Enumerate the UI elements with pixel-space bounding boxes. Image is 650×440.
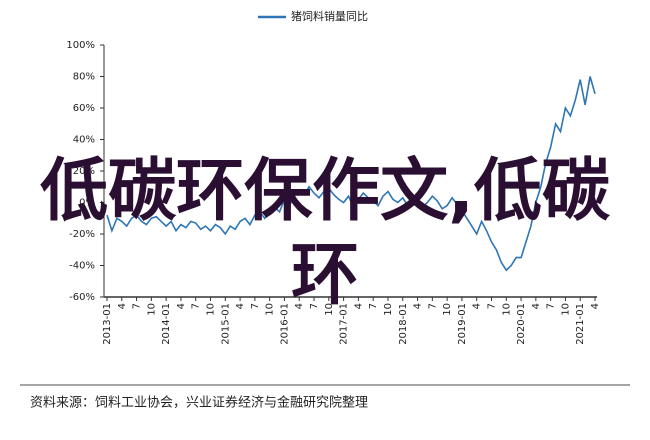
x-tick-label: 2021-01 xyxy=(575,303,586,345)
x-tick-label: 4 xyxy=(353,303,364,309)
x-tick-label: 4 xyxy=(472,303,483,309)
x-tick-label: 7 xyxy=(309,303,320,309)
watermark: 低碳环保作文,低碳环 xyxy=(40,152,610,315)
x-tick-label: 7 xyxy=(132,303,143,309)
x-tick-label: 7 xyxy=(250,303,261,309)
x-tick-label: 4 xyxy=(176,303,187,309)
y-tick-label: 20% xyxy=(73,166,95,177)
x-tick-label: 7 xyxy=(368,303,379,309)
y-tick-label: 80% xyxy=(73,72,95,83)
x-tick-label: 10 xyxy=(501,303,512,316)
y-tick-label: -60% xyxy=(69,292,95,303)
x-tick-label: 7 xyxy=(486,303,497,309)
x-tick-label: 4 xyxy=(413,303,424,309)
x-tick-label: 7 xyxy=(191,303,202,309)
y-tick-label: 0% xyxy=(79,198,95,209)
x-tick-label: 10 xyxy=(265,303,276,316)
x-tick-label: 2018-01 xyxy=(398,303,409,345)
x-tick-label: 4 xyxy=(235,303,246,309)
x-tick-label: 2015-01 xyxy=(220,303,231,345)
legend-label: 猪饲料销量同比 xyxy=(291,9,368,23)
x-tick-label: 2020-01 xyxy=(516,303,527,345)
source-note: 资料来源：饲料工业协会，兴业证券经济与金融研究院整理 xyxy=(30,395,368,411)
x-tick-label: 10 xyxy=(206,303,217,316)
x-tick-label: 7 xyxy=(546,303,557,309)
data-line xyxy=(106,76,596,272)
y-tick-label: -40% xyxy=(69,261,95,272)
y-tick-label: -20% xyxy=(69,229,95,240)
x-tick-label: 2013-01 xyxy=(102,303,113,345)
x-tick-label: 10 xyxy=(383,303,394,316)
x-tick-label: 10 xyxy=(324,303,335,316)
x-tick-label: 4 xyxy=(590,303,601,309)
y-tick-label: 60% xyxy=(73,103,95,114)
y-tick-label: 40% xyxy=(73,135,95,146)
x-tick-label: 10 xyxy=(560,303,571,316)
x-tick-label: 4 xyxy=(531,303,542,309)
x-tick-label: 7 xyxy=(427,303,438,309)
x-tick-label: 2019-01 xyxy=(457,303,468,345)
x-tick-label: 4 xyxy=(117,303,128,309)
x-tick-label: 10 xyxy=(146,303,157,316)
x-tick-label: 4 xyxy=(294,303,305,309)
x-tick-label: 2014-01 xyxy=(161,303,172,345)
y-tick-label: 100% xyxy=(66,40,95,51)
x-tick-label: 2017-01 xyxy=(339,303,350,345)
x-tick-label: 10 xyxy=(442,303,453,316)
x-tick-label: 2016-01 xyxy=(279,303,290,345)
